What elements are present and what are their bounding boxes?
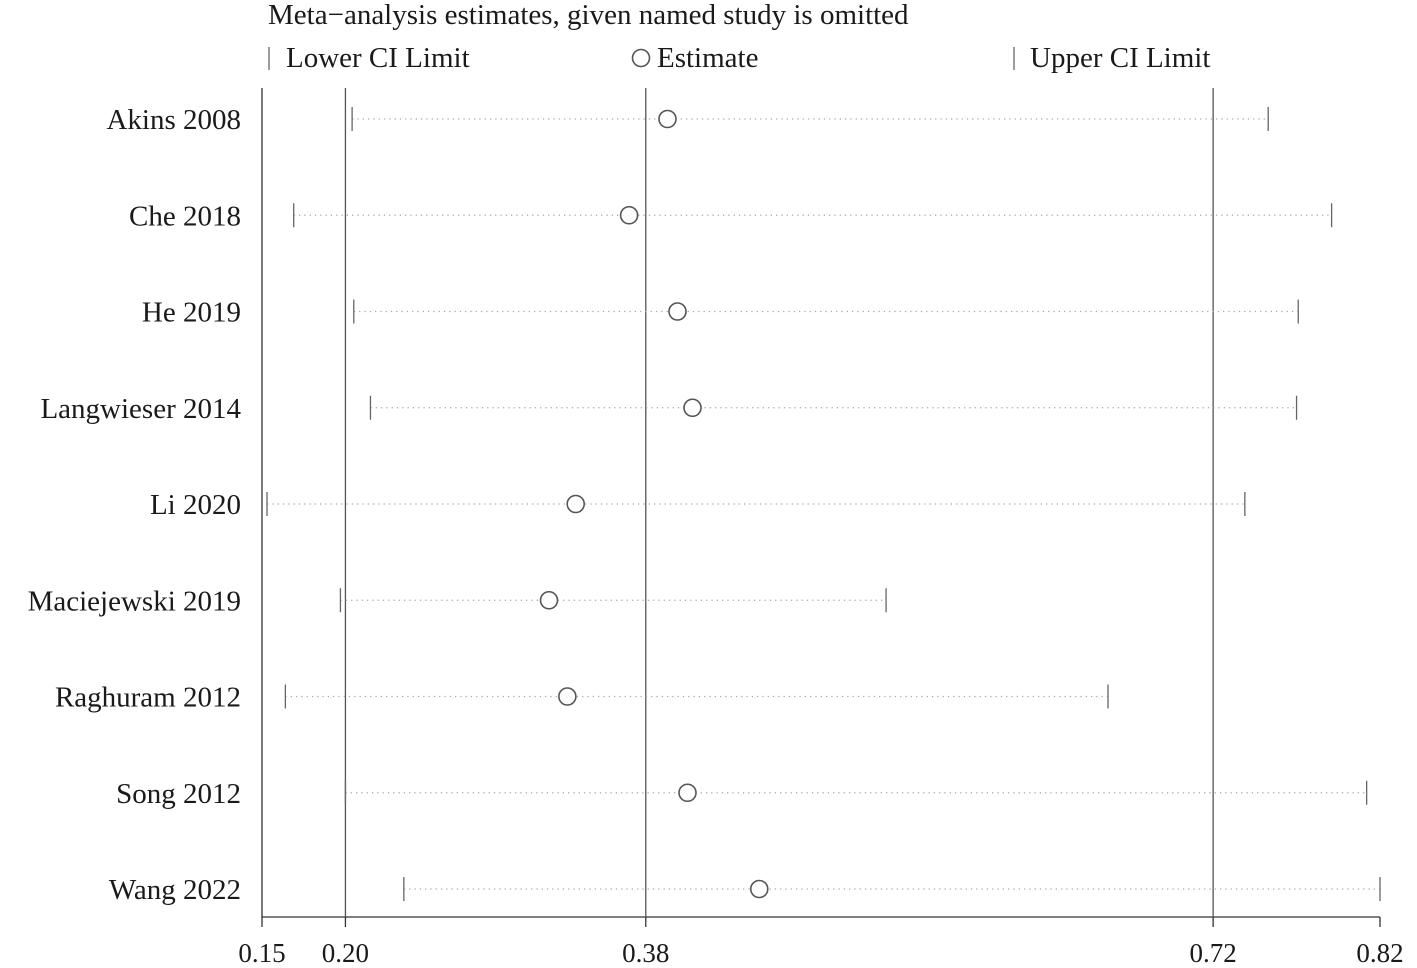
study-row: Che 2018 xyxy=(129,200,1333,232)
study-label: Akins 2008 xyxy=(106,104,241,136)
study-label: Wang 2022 xyxy=(109,874,241,906)
legend-estimate-marker xyxy=(631,48,651,68)
estimate-point xyxy=(668,302,687,321)
study-label: Raghuram 2012 xyxy=(55,682,241,714)
x-tick-label: 0.72 xyxy=(1190,938,1237,968)
x-tick-label: 0.38 xyxy=(622,938,669,968)
study-label: He 2019 xyxy=(142,297,241,329)
study-row: Langwieser 2014 xyxy=(40,393,1298,425)
legend-lower-ci-label: Lower CI Limit xyxy=(286,42,470,74)
study-row: Li 2020 xyxy=(150,489,1246,521)
estimate-point xyxy=(658,109,677,129)
study-row: Raghuram 2012 xyxy=(55,682,1109,714)
study-row: Maciejewski 2019 xyxy=(28,585,887,617)
estimate-point xyxy=(619,205,639,225)
study-label: Maciejewski 2019 xyxy=(28,585,241,617)
study-row: Song 2012 xyxy=(116,778,1368,810)
study-label: Li 2020 xyxy=(150,489,241,521)
study-row: He 2019 xyxy=(142,297,1299,329)
study-label: Langwieser 2014 xyxy=(40,393,241,425)
x-tick-label: 0.20 xyxy=(322,938,369,968)
estimate-point xyxy=(683,398,702,418)
study-rows: Akins 2008 Che 2018 He 2019 Langwieser 2014… xyxy=(28,104,1381,906)
estimate-point xyxy=(566,494,586,514)
legend-estimate-label: Estimate xyxy=(657,42,758,74)
study-row: Wang 2022 xyxy=(109,874,1381,906)
estimate-point xyxy=(539,590,559,610)
x-axis-ticks: 0.15 0.20 0.38 0.72 0.82 xyxy=(238,917,1404,968)
legend: Lower CI Limit Estimate Upper CI Limit xyxy=(268,42,1210,74)
legend-upper-ci-label: Upper CI Limit xyxy=(1030,42,1210,74)
estimate-point xyxy=(558,687,577,706)
estimate-point xyxy=(749,879,769,899)
x-tick-label: 0.82 xyxy=(1356,938,1403,968)
study-row: Akins 2008 xyxy=(106,104,1269,136)
axes xyxy=(261,88,1380,918)
estimate-point xyxy=(678,783,697,803)
x-tick-label: 0.15 xyxy=(238,938,285,968)
chart-title: Meta−analysis estimates, given named stu… xyxy=(268,0,909,31)
study-label: Che 2018 xyxy=(129,200,241,232)
study-label: Song 2012 xyxy=(116,778,241,810)
reference-lines xyxy=(344,88,1214,917)
